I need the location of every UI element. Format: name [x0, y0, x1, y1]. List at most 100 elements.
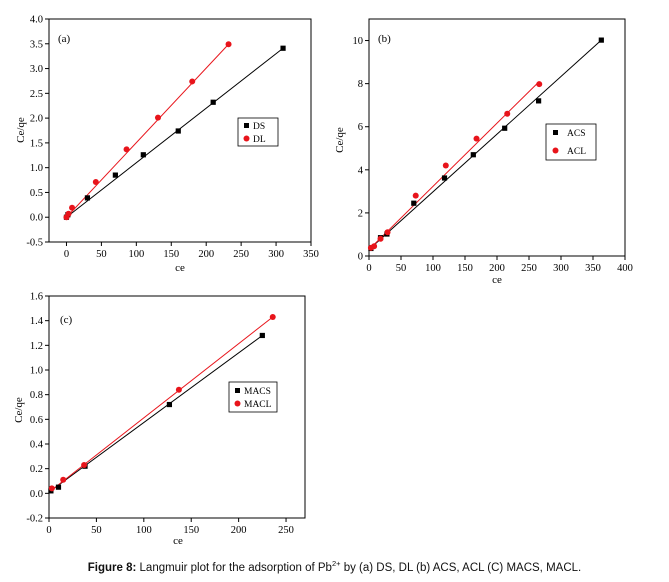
point-macl-4	[270, 314, 276, 320]
point-dl-1	[66, 211, 72, 217]
legend-a: DS DL	[238, 118, 278, 146]
panel-label-b: (b)	[378, 33, 391, 45]
y-tick-label-b-2: 4	[358, 165, 364, 176]
x-tick-label-b-1: 50	[396, 263, 407, 274]
legend-c: MACS MACL	[229, 382, 277, 412]
point-macl-2	[81, 462, 87, 468]
point-macl-0	[49, 485, 55, 491]
y-tick-label-a-9: 4.0	[30, 15, 43, 26]
x-tick-label-c-2: 100	[136, 525, 152, 536]
x-tick-label-b-5: 250	[521, 263, 537, 274]
y-tick-label-b-3: 6	[358, 122, 363, 133]
y-tick-label-b-1: 2	[358, 208, 363, 219]
y-tick-label-a-5: 2.0	[30, 114, 43, 125]
y-tick-label-b-4: 8	[358, 79, 363, 90]
legend-marker-acl	[553, 148, 559, 154]
point-acs-8	[599, 38, 604, 43]
legend-label-dl: DL	[253, 135, 266, 145]
x-tick-label-a-1: 50	[96, 249, 107, 260]
x-tick-label-a-3: 150	[163, 249, 179, 260]
panel-label-c: (c)	[60, 314, 73, 326]
x-tick-label-c-4: 200	[231, 525, 247, 536]
x-tick-label-a-0: 0	[64, 249, 69, 260]
y-tick-label-c-8: 1.4	[30, 316, 44, 327]
y-tick-label-c-7: 1.2	[30, 341, 43, 352]
panel-b-langmuir-acs-acl: 0 50 100 150 200 250 300 350 400 0 2 4 6 8 10 (b) ce C…	[334, 19, 633, 286]
point-acs-7	[536, 98, 541, 103]
point-ds-6	[211, 100, 216, 105]
x-tick-label-c-3: 150	[183, 525, 199, 536]
y-axis-label-b: Ce/qe	[334, 127, 346, 153]
legend-label-acs: ACS	[567, 129, 585, 139]
point-acs-5	[471, 152, 476, 157]
caption-label: Figure 8:	[88, 562, 137, 574]
y-tick-label-c-6: 1.0	[30, 366, 43, 377]
legend-label-acl: ACL	[567, 147, 586, 157]
legend-b: ACS ACL	[546, 124, 596, 160]
y-tick-label-b-5: 10	[353, 36, 364, 47]
y-tick-label-a-4: 1.5	[30, 138, 43, 149]
x-tick-label-a-6: 300	[268, 249, 284, 260]
legend-label-ds: DS	[253, 122, 265, 132]
legend-marker-dl	[244, 136, 250, 142]
y-tick-label-a-0: -0.5	[26, 238, 43, 249]
y-tick-label-a-3: 1.0	[30, 163, 43, 174]
caption-text: Langmuir plot for the adsorption of Pb	[136, 562, 332, 574]
point-acl-6	[474, 136, 480, 142]
point-ds-5	[176, 128, 181, 133]
x-tick-label-a-5: 250	[233, 249, 249, 260]
y-tick-label-c-3: 0.4	[30, 440, 44, 451]
point-ds-7	[280, 46, 285, 51]
point-macs-4	[260, 333, 265, 338]
x-axis-label-c: ce	[173, 535, 183, 547]
point-acl-8	[536, 81, 542, 87]
x-tick-label-a-7: 350	[303, 249, 319, 260]
point-dl-4	[124, 146, 130, 152]
point-dl-7	[226, 41, 232, 47]
point-dl-6	[189, 78, 195, 84]
legend-marker-acs	[553, 130, 558, 135]
y-tick-label-c-9: 1.6	[30, 292, 43, 303]
figure-canvas: 0 50 100 150 200 250 300 350-0.50.00.51.01.52.0…	[0, 0, 669, 556]
point-ds-2	[85, 195, 90, 200]
y-tick-label-a-8: 3.5	[30, 39, 43, 50]
x-tick-label-c-0: 0	[46, 525, 51, 536]
y-axis-label-a: Ce/qe	[15, 117, 27, 143]
fit-line-dl	[66, 44, 228, 217]
y-tick-label-a-2: 0.5	[30, 188, 43, 199]
x-tick-label-b-6: 300	[553, 263, 569, 274]
x-tick-label-c-5: 250	[278, 525, 294, 536]
point-ds-3	[113, 173, 118, 178]
point-ds-4	[141, 152, 146, 157]
x-tick-label-b-8: 400	[617, 263, 633, 274]
point-macl-3	[176, 387, 182, 393]
legend-label-macs: MACS	[244, 387, 271, 397]
point-acs-4	[442, 175, 447, 180]
point-acl-7	[504, 111, 510, 117]
legend-marker-ds	[244, 123, 249, 128]
fit-line-acl	[369, 81, 539, 249]
x-axis-label-b: ce	[492, 274, 502, 286]
x-tick-label-c-1: 50	[91, 525, 102, 536]
panel-label-a: (a)	[58, 33, 71, 45]
x-tick-label-b-4: 200	[489, 263, 505, 274]
x-tick-label-b-3: 150	[457, 263, 473, 274]
y-tick-label-c-5: 0.8	[30, 390, 43, 401]
point-acs-6	[502, 126, 507, 131]
legend-label-macl: MACL	[244, 400, 272, 410]
x-tick-label-a-4: 200	[198, 249, 214, 260]
caption-text-end: by (a) DS, DL (b) ACS, ACL (C) MACS, MAC…	[341, 562, 582, 574]
x-tick-label-b-2: 100	[425, 263, 441, 274]
legend-marker-macl	[235, 401, 241, 407]
x-tick-label-a-2: 100	[128, 249, 144, 260]
y-tick-label-c-2: 0.2	[30, 464, 43, 475]
point-acl-2	[378, 236, 384, 242]
point-dl-5	[155, 115, 161, 121]
panel-a-langmuir-ds-dl: 0 50 100 150 200 250 300 350 -0.5 0.0 0.5 1.0 1.5 2.0…	[15, 15, 319, 275]
x-tick-label-b-0: 0	[366, 263, 371, 274]
point-acl-4	[413, 193, 419, 199]
figure-caption: Figure 8: Langmuir plot for the adsorpti…	[0, 559, 669, 574]
point-acl-1	[371, 243, 377, 249]
y-tick-label-a-7: 3.0	[30, 64, 43, 75]
panel-c-langmuir-macs-macl: 0 50 100 150 200 250 -0.2 0.0 0.2 0.4 0.6 0.8 1.0 1.2…	[13, 292, 305, 548]
